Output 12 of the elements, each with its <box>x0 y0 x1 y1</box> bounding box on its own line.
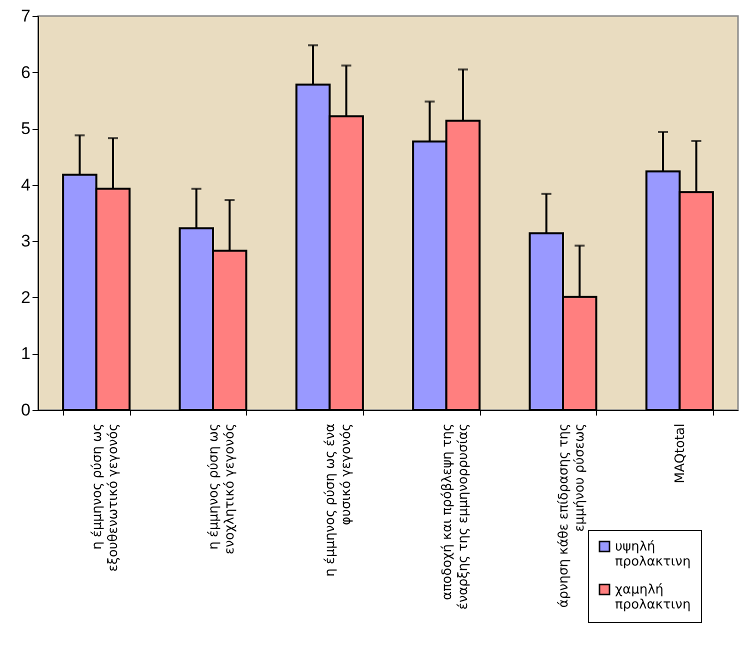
x-tick-label: η έμμηνος ρύση ως εξουθενωτικό γεγονός <box>90 424 121 572</box>
y-tick-label: 5 <box>21 119 30 138</box>
x-tick-label: MAQtotal <box>673 424 688 484</box>
y-tick-label: 6 <box>21 62 30 82</box>
y-tick-label: 3 <box>21 232 30 251</box>
y-tick-label: 0 <box>21 400 30 420</box>
y-tick-label: 2 <box>21 288 30 307</box>
y-tick-label: 4 <box>21 175 30 194</box>
legend-label: υψηλή προλακτινη <box>615 540 691 570</box>
y-tick-label: 1 <box>21 344 30 364</box>
y-tick-label: 7 <box>21 6 30 26</box>
legend-label: χαμηλή προλακτινη <box>615 582 691 612</box>
